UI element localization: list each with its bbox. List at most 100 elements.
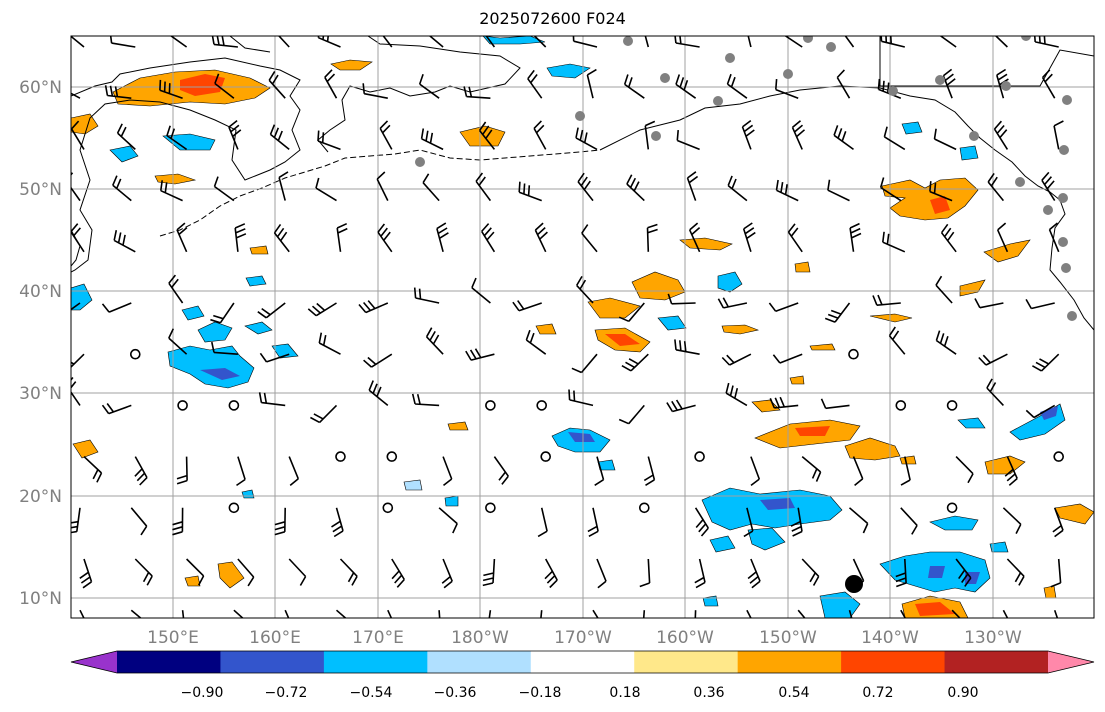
wind-barb (978, 353, 1008, 366)
wind-barb (79, 609, 85, 618)
wind-barb (485, 36, 496, 48)
colorbar-tick-label: −0.36 (434, 685, 477, 701)
station-dot (1058, 237, 1068, 247)
wind-barb (228, 119, 242, 150)
colorbar-tick-label: 0.18 (609, 685, 640, 701)
wind-barb (428, 36, 444, 48)
wind-barb (646, 223, 658, 252)
wind-barb (269, 124, 290, 151)
wind-barb (71, 302, 81, 311)
wind-barb (618, 302, 645, 323)
wind-barb (411, 393, 440, 407)
coastlines (71, 36, 1094, 331)
wind-barb (1041, 171, 1056, 202)
wind-barb (436, 222, 449, 253)
calm-wind-circle (485, 502, 496, 514)
colorbar-labels: −0.90 −0.72 −0.54 −0.36 −0.18 0.18 0.36 … (181, 685, 979, 701)
colorbar-segment (737, 651, 842, 673)
calm-circles (130, 348, 1064, 514)
wind-barb (168, 328, 188, 355)
wind-barb (512, 300, 542, 312)
wind-barb (382, 36, 393, 48)
wind-barb (1025, 404, 1056, 419)
wind-barb (317, 130, 341, 151)
wind-barb (1041, 69, 1056, 99)
wind-barb (1004, 456, 1018, 486)
wind-barb (848, 507, 869, 534)
wind-barb (577, 172, 594, 202)
contour-positive (899, 455, 917, 465)
contour-positive (794, 261, 811, 273)
wind-barb (109, 36, 136, 48)
wind-barb (688, 222, 701, 253)
contour-positive (1054, 503, 1094, 525)
colorbar (70, 650, 1095, 674)
wind-barb (742, 222, 756, 253)
wind-barb (236, 456, 246, 487)
calm-wind-circle (946, 400, 958, 411)
wind-barb (259, 352, 290, 363)
station-dot (803, 36, 813, 43)
wind-barb (895, 558, 907, 588)
wind-barb (71, 353, 85, 369)
wind-barb (540, 610, 543, 618)
large-station-dot (845, 575, 863, 593)
lon-label-160w: 160°W (656, 628, 714, 648)
wind-barb (482, 558, 496, 587)
wind-barb (234, 223, 247, 252)
wind-barb (772, 353, 803, 364)
coastline-alaska-south (599, 85, 1094, 331)
wind-barb (257, 302, 286, 319)
wind-barb (694, 558, 706, 589)
contour-negative (482, 36, 546, 45)
contour-negative (929, 515, 979, 531)
wind-barb (112, 175, 132, 202)
wind-barb (274, 507, 286, 536)
wind-barb (258, 392, 286, 407)
wind-barb (852, 456, 864, 487)
wind-barb (493, 456, 509, 485)
wind-barb (213, 176, 235, 202)
wind-barb (166, 125, 188, 151)
contour-positive (71, 113, 99, 135)
wind-barb (83, 456, 103, 483)
wind-barb (775, 179, 799, 202)
station-dot (651, 131, 661, 141)
calm-wind-circle (540, 451, 552, 462)
station-dot (1058, 193, 1068, 203)
calm-wind-circle (177, 400, 188, 411)
wind-barb (362, 83, 388, 99)
calm-wind-circle (1053, 451, 1064, 462)
station-dot (1059, 145, 1069, 155)
wind-barb (463, 86, 491, 99)
wind-barb (621, 353, 649, 372)
wind-barb (581, 224, 598, 253)
contour-negative (109, 145, 139, 163)
wind-barb (442, 456, 453, 487)
station-dot (660, 73, 670, 83)
wind-barb (801, 455, 822, 482)
lat-label-50n: 50°N (19, 180, 62, 200)
wind-barb (288, 558, 307, 586)
contour-negative (747, 527, 786, 551)
calm-wind-circle (386, 451, 398, 462)
wind-barb (1052, 507, 1064, 538)
wind-barb (879, 177, 902, 202)
wind-barb (481, 223, 496, 253)
contour-negative (197, 321, 233, 343)
contour-negative (989, 541, 1009, 553)
wind-barb (994, 36, 1008, 48)
wind-barb (134, 558, 153, 586)
station-dot (1067, 311, 1077, 321)
wind-barb (1050, 558, 1062, 588)
wind-barb (784, 36, 803, 48)
colorbar-segment (117, 651, 221, 673)
wind-barb (176, 222, 188, 253)
wind-barb (358, 300, 389, 314)
contour-positive (535, 323, 557, 335)
lon-label-180w: 180°W (451, 628, 509, 648)
colorbar-tick-label: 0.72 (862, 685, 893, 701)
lon-label-150e: 150°E (147, 628, 199, 648)
contour-negative (181, 305, 205, 321)
